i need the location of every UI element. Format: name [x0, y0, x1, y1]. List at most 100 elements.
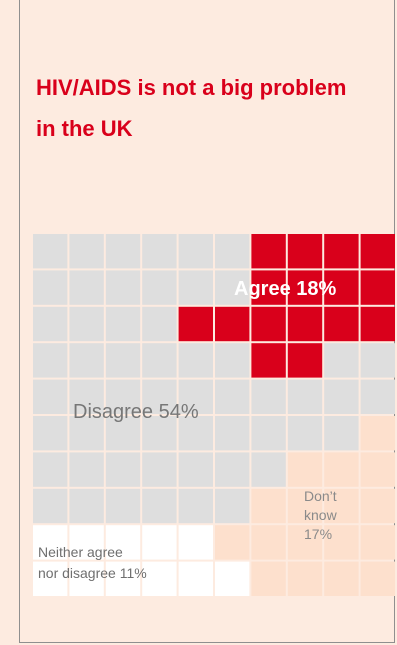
waffle-cell-agree	[251, 270, 286, 305]
waffle-cell-disagree	[215, 416, 250, 451]
waffle-cell-disagree	[142, 452, 177, 487]
waffle-cell-neither	[105, 525, 141, 560]
waffle-cell-dont-know	[360, 488, 395, 524]
waffle-cell-disagree	[105, 306, 141, 342]
waffle-cell-disagree	[69, 306, 104, 342]
waffle-cell-disagree	[178, 488, 213, 524]
waffle-cell-disagree	[215, 270, 250, 305]
waffle-cell-agree	[360, 234, 395, 269]
waffle-cell-neither	[178, 525, 213, 560]
waffle-cell-disagree	[105, 452, 141, 487]
waffle-cell-dont-know	[324, 488, 359, 524]
waffle-cell-disagree	[142, 488, 177, 524]
waffle-cell-agree	[215, 306, 250, 342]
waffle-cell-dont-know	[287, 525, 323, 560]
waffle-cell-dont-know	[360, 452, 395, 487]
waffle-cell-dont-know	[287, 488, 323, 524]
waffle-cell-agree	[324, 270, 359, 305]
waffle-cell-disagree	[287, 379, 323, 414]
waffle-cell-agree	[287, 234, 323, 269]
waffle-cell-disagree	[251, 452, 286, 487]
waffle-cell-disagree	[69, 452, 104, 487]
waffle-cell-dont-know	[251, 488, 286, 524]
waffle-cell-disagree	[142, 343, 177, 378]
waffle-cell-agree	[360, 306, 395, 342]
waffle-cell-dont-know	[360, 525, 395, 560]
waffle-cell-dont-know	[324, 452, 359, 487]
waffle-cell-disagree	[69, 379, 104, 414]
waffle-cell-disagree	[178, 270, 213, 305]
waffle-cell-disagree	[105, 343, 141, 378]
label-dont-know-line: Don’t	[304, 488, 337, 504]
waffle-cell-dont-know	[215, 525, 250, 560]
waffle-cell-disagree	[251, 379, 286, 414]
label-dont-know-line: 17%	[304, 526, 333, 542]
waffle-cell-disagree	[69, 270, 104, 305]
waffle-cell-dont-know	[324, 525, 359, 560]
waffle-cell-agree	[178, 306, 213, 342]
waffle-cell-disagree	[324, 379, 359, 414]
waffle-cell-dont-know	[360, 416, 395, 451]
waffle-cell-neither	[105, 561, 141, 596]
waffle-cell-disagree	[105, 270, 141, 305]
waffle-cell-disagree	[324, 343, 359, 378]
waffle-cell-disagree	[105, 416, 141, 451]
waffle-cell-agree	[251, 234, 286, 269]
label-neither-line: nor disagree 11%	[38, 565, 147, 581]
waffle-cell-disagree	[33, 234, 68, 269]
label-agree: Agree 18%	[234, 278, 337, 300]
waffle-cell-disagree	[324, 416, 359, 451]
waffle-cell-agree	[287, 306, 323, 342]
waffle-cell-disagree	[33, 452, 68, 487]
waffle-cell-disagree	[33, 416, 68, 451]
waffle-cell-disagree	[69, 416, 104, 451]
waffle-cell-disagree	[142, 379, 177, 414]
waffle-cell-agree	[251, 306, 286, 342]
waffle-cell-neither	[33, 561, 68, 596]
waffle-cell-agree	[287, 270, 323, 305]
waffle-cell-neither	[142, 525, 177, 560]
waffle-cell-disagree	[142, 416, 177, 451]
waffle-cell-disagree	[69, 488, 104, 524]
label-disagree: Disagree 54%	[73, 401, 199, 423]
waffle-cell-agree	[324, 234, 359, 269]
chart-title: HIV/AIDS is not a big problem in the UK	[36, 75, 347, 141]
waffle-cell-neither	[69, 561, 104, 596]
waffle-cell-disagree	[33, 270, 68, 305]
waffle-cell-dont-know	[360, 561, 395, 596]
waffle-cell-disagree	[69, 234, 104, 269]
label-dont-know: Don’t know 17%	[304, 487, 364, 544]
waffle-cell-disagree	[178, 343, 213, 378]
waffle-cell-disagree	[33, 343, 68, 378]
waffle-cell-neither	[215, 561, 250, 596]
waffle-cell-dont-know	[287, 452, 323, 487]
waffle-cell-agree	[360, 270, 395, 305]
waffle-cell-disagree	[178, 379, 213, 414]
waffle-cell-disagree	[287, 416, 323, 451]
waffle-cell-disagree	[360, 343, 395, 378]
waffle-cell-neither	[33, 525, 68, 560]
waffle-cell-disagree	[178, 234, 213, 269]
waffle-cell-disagree	[215, 488, 250, 524]
waffle-cell-neither	[178, 561, 213, 596]
waffle-cell-disagree	[142, 270, 177, 305]
waffle-cell-dont-know	[251, 561, 286, 596]
waffle-cell-disagree	[215, 234, 250, 269]
waffle-cell-dont-know	[324, 561, 359, 596]
waffle-cell-disagree	[33, 306, 68, 342]
waffle-cell-agree	[324, 306, 359, 342]
waffle-cell-disagree	[215, 379, 250, 414]
waffle-cell-disagree	[105, 488, 141, 524]
waffle-cell-disagree	[215, 343, 250, 378]
waffle-cell-dont-know	[287, 561, 323, 596]
waffle-cell-disagree	[33, 488, 68, 524]
waffle-cell-disagree	[178, 452, 213, 487]
waffle-cell-disagree	[251, 416, 286, 451]
waffle-cell-disagree	[178, 416, 213, 451]
label-dont-know-line: know	[304, 507, 337, 523]
label-neither: Neither agree nor disagree 11%	[38, 542, 218, 584]
waffle-cell-disagree	[142, 234, 177, 269]
waffle-cell-disagree	[33, 379, 68, 414]
waffle-cell-neither	[142, 561, 177, 596]
